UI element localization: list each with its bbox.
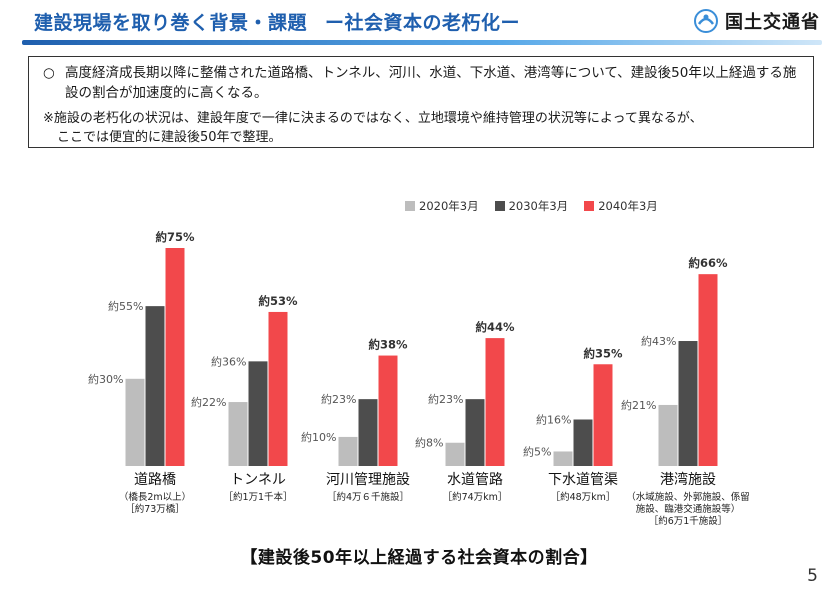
data-label: 約23%: [428, 392, 463, 406]
title-main: 建設現場を取り巻く背景・課題: [34, 12, 308, 34]
data-label: 約66%: [688, 256, 728, 270]
category-note: ［約6万1千施設］: [649, 515, 728, 527]
category-note: （水域施設、外郭施設、係留: [626, 491, 750, 503]
legend-item-0: 2020年3月: [405, 198, 479, 214]
data-label: 約35%: [583, 346, 623, 360]
legend-swatch: [405, 201, 415, 211]
legend-label: 2020年3月: [419, 199, 479, 213]
logo-text: 国土交通省: [725, 12, 820, 33]
ministry-logo: 国土交通省: [693, 6, 820, 36]
data-label: 約5%: [523, 444, 551, 458]
summary-note-box: ○ 高度経済成長期以降に整備された道路橋、トンネル、河川、水道、下水道、港湾等に…: [28, 56, 814, 148]
data-label: 約23%: [321, 392, 356, 406]
category-label: 道路橋: [134, 472, 176, 488]
category-note: ［約4万６千施設］: [327, 491, 409, 503]
data-label: 約38%: [368, 338, 408, 352]
data-label: 約44%: [475, 320, 515, 334]
bar-1-5: [678, 341, 698, 466]
legend-item-2: 2040年3月: [584, 198, 658, 214]
legend-item-1: 2030年3月: [494, 198, 569, 214]
category-label: 河川管理施設: [326, 472, 410, 488]
category-note: ［約48万km］: [551, 491, 616, 503]
bar-0-5: [658, 404, 678, 466]
legend-swatch: [584, 201, 595, 211]
bar-0-2: [338, 436, 358, 466]
legend-label: 2040年3月: [598, 199, 658, 213]
note-main: ○ 高度経済成長期以降に整備された道路橋、トンネル、河川、水道、下水道、港湾等に…: [43, 63, 803, 103]
bar-2-3: [485, 338, 505, 466]
data-label: 約30%: [88, 372, 123, 386]
category-label: 水道管路: [447, 472, 503, 488]
note-sub: ※施設の老朽化の状況は、建設年度で一律に決まるのではなく、立地環境や維持管理の状…: [43, 109, 803, 147]
note-main-text: 高度経済成長期以降に整備された道路橋、トンネル、河川、水道、下水道、港湾等につい…: [65, 65, 797, 101]
page-number: 5: [807, 566, 818, 586]
note-sub-line1: ※施設の老朽化の状況は、建設年度で一律に決まるのではなく、立地環境や維持管理の状…: [43, 111, 703, 126]
bar-0-1: [228, 402, 248, 466]
bar-1-1: [248, 361, 268, 466]
data-label: 約10%: [301, 430, 336, 444]
category-note: ［約74万km］: [443, 491, 508, 503]
data-label: 約36%: [211, 354, 246, 368]
header-divider: [22, 40, 822, 45]
bar-1-2: [358, 399, 378, 466]
data-label: 約43%: [641, 334, 676, 348]
data-label: 約22%: [191, 395, 226, 409]
category-label: 港湾施設: [660, 471, 716, 488]
bar-2-2: [378, 355, 398, 466]
data-label: 約8%: [415, 436, 443, 450]
bar-1-3: [465, 399, 485, 466]
bar-1-0: [145, 306, 165, 466]
data-label: 約16%: [536, 412, 571, 426]
title-subtitle: ー社会資本の老朽化ー: [325, 12, 521, 34]
category-note: ［約1万1千本］: [223, 491, 292, 503]
chart-legend: 2020年3月 2030年3月 2040年3月: [405, 198, 658, 214]
category-note: ［約73万橋］: [125, 503, 185, 515]
header: 建設現場を取り巻く背景・課題 ー社会資本の老朽化ー 国土交通省: [0, 0, 838, 45]
mlit-logo-icon: [694, 9, 718, 33]
data-label: 約21%: [621, 398, 656, 412]
data-label: 約75%: [155, 230, 195, 244]
bar-2-4: [593, 364, 613, 466]
legend-swatch: [494, 201, 505, 211]
note-bullet: ○: [43, 65, 55, 81]
bar-2-5: [698, 274, 718, 466]
data-label: 約53%: [258, 294, 298, 308]
category-note: 施設、臨港交通施設等）: [636, 503, 741, 515]
bar-1-4: [573, 419, 593, 466]
page-title: 建設現場を取り巻く背景・課題 ー社会資本の老朽化ー: [34, 8, 520, 35]
bar-0-0: [125, 378, 145, 466]
bar-2-0: [165, 248, 185, 466]
legend-label: 2030年3月: [508, 199, 569, 213]
data-label: 約55%: [108, 299, 143, 313]
category-label: 下水道管渠: [548, 472, 618, 488]
chart-caption: 【建設後50年以上経過する社会資本の割合】: [240, 548, 598, 568]
bar-0-3: [445, 442, 465, 466]
category-label: トンネル: [230, 472, 286, 488]
note-sub-line2: ここでは便宜的に建設後50年で整理。: [57, 130, 282, 145]
bar-2-1: [268, 311, 288, 466]
category-note: （橋長2m以上）: [119, 491, 191, 503]
bar-0-4: [553, 451, 573, 466]
